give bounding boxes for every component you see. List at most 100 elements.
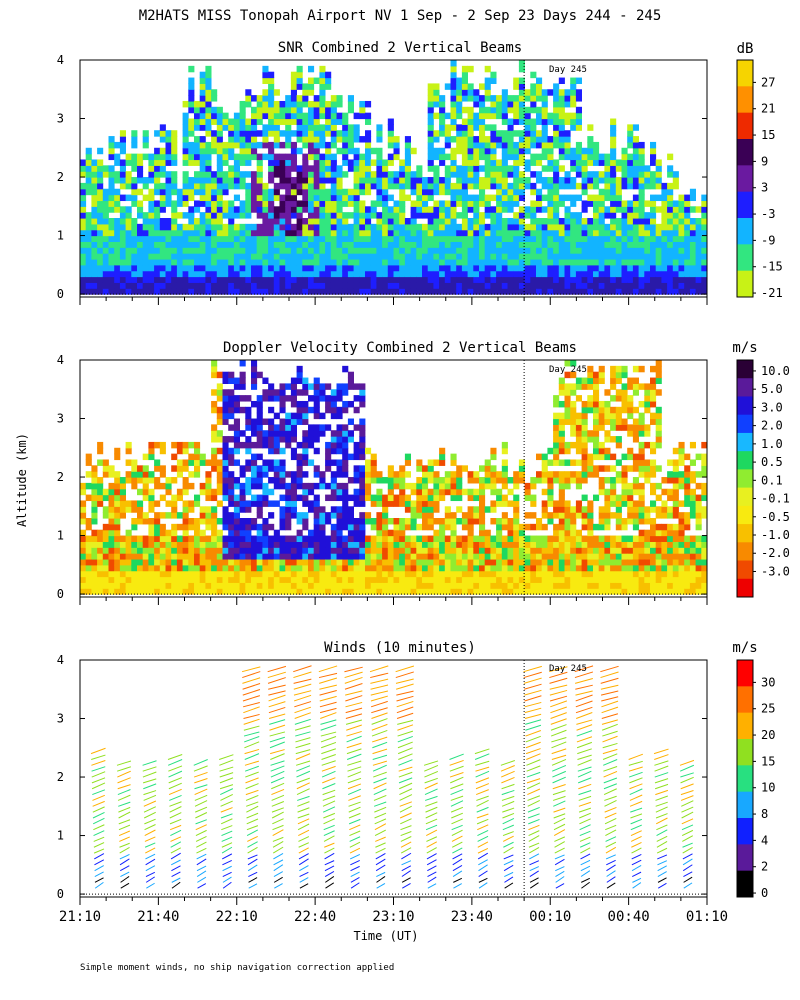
snr-cell xyxy=(484,83,491,90)
snr-cell xyxy=(575,282,582,289)
doppler-cell xyxy=(564,553,571,560)
doppler-cell xyxy=(233,570,240,578)
doppler-cell xyxy=(125,553,132,560)
snr-cell xyxy=(211,177,218,184)
snr-cell xyxy=(273,159,280,166)
snr-cell xyxy=(347,124,354,131)
snr-cell xyxy=(273,165,280,172)
snr-cell xyxy=(308,141,315,149)
doppler-cell xyxy=(427,506,434,513)
snr-cell xyxy=(382,194,389,202)
doppler-cell xyxy=(205,553,212,560)
snr-cell xyxy=(644,177,651,184)
snr-cell xyxy=(97,223,104,231)
doppler-cell xyxy=(262,582,269,589)
snr-cell xyxy=(262,200,269,207)
snr-cell xyxy=(171,247,178,254)
doppler-cell xyxy=(330,564,337,572)
doppler-cell xyxy=(171,547,178,554)
snr-cell xyxy=(473,241,480,248)
snr-cell xyxy=(587,200,594,207)
snr-cell xyxy=(273,194,280,202)
doppler-cell xyxy=(97,570,104,578)
doppler-cell xyxy=(119,547,126,554)
snr-cell xyxy=(444,235,451,242)
doppler-cell xyxy=(285,441,292,449)
snr-cell xyxy=(245,206,252,213)
snr-cell xyxy=(199,276,206,283)
snr-cell xyxy=(615,235,622,242)
doppler-cell xyxy=(456,564,463,572)
snr-cell xyxy=(165,200,172,207)
snr-cell xyxy=(444,177,451,184)
snr-cell xyxy=(701,200,708,207)
snr-cell xyxy=(467,235,474,242)
snr-cell xyxy=(490,136,497,143)
doppler-cell xyxy=(222,412,229,420)
doppler-cell xyxy=(290,453,297,461)
doppler-cell xyxy=(108,523,115,531)
snr-cell xyxy=(245,276,252,283)
doppler-cell xyxy=(370,465,377,472)
snr-cell xyxy=(587,141,594,149)
snr-cell xyxy=(359,258,366,266)
snr-cell xyxy=(182,223,189,231)
snr-cell xyxy=(501,258,508,266)
doppler-cell xyxy=(382,494,389,502)
snr-cell xyxy=(342,124,349,131)
snr-cell xyxy=(194,206,201,213)
doppler-cell xyxy=(245,395,252,402)
doppler-cell xyxy=(450,488,457,496)
snr-cell xyxy=(484,159,491,166)
snr-cell xyxy=(347,165,354,172)
snr-cell xyxy=(353,282,360,289)
snr-cell xyxy=(501,182,508,190)
doppler-cell xyxy=(427,494,434,502)
doppler-cell xyxy=(85,558,92,566)
doppler-cell xyxy=(119,576,126,583)
doppler-cell xyxy=(256,541,263,548)
snr-cell xyxy=(319,223,326,231)
snr-cell xyxy=(222,112,229,120)
doppler-cell xyxy=(496,553,503,560)
snr-cell xyxy=(416,264,423,272)
snr-cell xyxy=(507,282,514,289)
snr-cell xyxy=(467,206,474,213)
snr-cell xyxy=(553,194,560,202)
snr-cell xyxy=(456,141,463,149)
doppler-cell xyxy=(228,541,235,548)
snr-cell xyxy=(513,276,520,283)
snr-cell xyxy=(222,270,229,278)
snr-cell xyxy=(137,200,144,207)
doppler-cell xyxy=(416,570,423,578)
snr-cell xyxy=(536,106,543,114)
doppler-cell xyxy=(365,547,372,554)
doppler-cell xyxy=(530,494,537,502)
snr-cell xyxy=(484,112,491,120)
doppler-cell xyxy=(342,564,349,572)
snr-cell xyxy=(359,165,366,172)
snr-cell xyxy=(108,165,115,172)
snr-cell xyxy=(456,288,463,295)
snr-cell xyxy=(308,247,315,254)
doppler-cell xyxy=(536,582,543,589)
doppler-cell xyxy=(479,588,486,595)
doppler-cell xyxy=(256,400,263,408)
doppler-cell xyxy=(302,406,309,414)
doppler-cell xyxy=(131,541,138,548)
doppler-cell xyxy=(125,535,132,542)
snr-cell xyxy=(695,247,702,254)
doppler-cell xyxy=(359,535,366,542)
snr-cell xyxy=(558,124,565,131)
snr-cell xyxy=(433,112,440,120)
snr-cell xyxy=(142,212,149,219)
doppler-cell xyxy=(501,547,508,554)
doppler-cell xyxy=(108,518,115,525)
doppler-cell xyxy=(524,576,531,583)
doppler-cell xyxy=(211,453,218,461)
doppler-cell xyxy=(342,400,349,408)
doppler-cell xyxy=(97,588,104,595)
snr-cell xyxy=(108,229,115,237)
snr-cell xyxy=(387,253,394,260)
doppler-cell xyxy=(239,494,246,502)
